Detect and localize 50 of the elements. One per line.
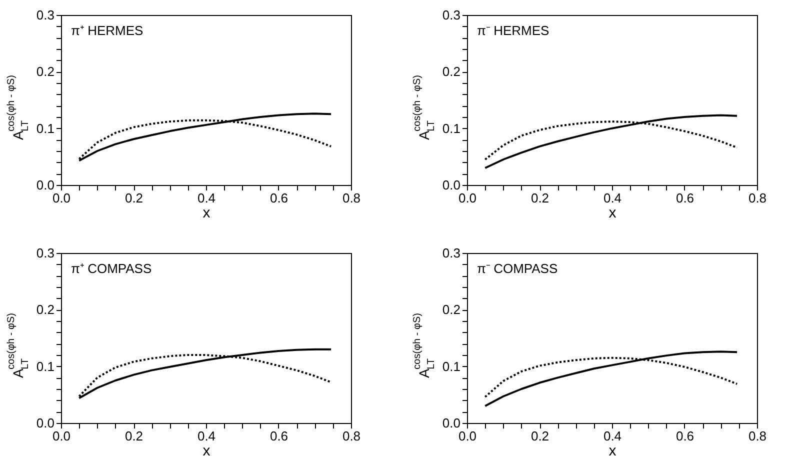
y-tick-label: 0.1 <box>442 358 460 374</box>
x-tick-label: 0.6 <box>676 428 694 444</box>
y-tick-label: 0.2 <box>442 302 460 318</box>
x-tick-label: 0.6 <box>270 428 288 444</box>
annotation: π⁺ COMPASS <box>71 261 152 276</box>
x-tick-label: 0.0 <box>52 428 71 444</box>
y-tick-label: 0.2 <box>36 64 54 80</box>
annotation: π⁻ HERMES <box>477 23 550 38</box>
x-tick-label: 0.2 <box>530 190 550 206</box>
x-tick-label: 0.4 <box>197 428 216 444</box>
line-series <box>484 114 738 169</box>
x-tick-label: 0.6 <box>270 190 288 206</box>
x-tick-label: 0.8 <box>342 428 361 444</box>
y-tick-label: 0.2 <box>442 64 460 80</box>
y-tick-label: 0.1 <box>36 358 54 374</box>
x-tick-label: 0.8 <box>342 190 361 206</box>
x-tick-label: 0.8 <box>748 428 767 444</box>
x-tick-label: 0.8 <box>748 190 767 206</box>
x-tick-label: 0.2 <box>530 428 550 444</box>
x-tick-label: 0.4 <box>603 190 622 206</box>
annotation: π⁺ HERMES <box>71 23 144 38</box>
y-tick-label: 0.0 <box>36 178 54 192</box>
y-tick-label: 0.1 <box>442 120 460 136</box>
y-tick-label: 0.3 <box>442 246 460 260</box>
line-series <box>484 350 738 407</box>
y-tick-label: 0.2 <box>36 302 54 318</box>
y-tick-label: 0.3 <box>36 246 54 260</box>
annotation: π⁻ COMPASS <box>477 261 558 276</box>
y-tick-label: 0.0 <box>442 416 460 430</box>
x-tick-label: 0.4 <box>197 190 216 206</box>
x-axis-title: x <box>608 442 617 460</box>
x-axis-title: x <box>202 442 211 460</box>
x-tick-label: 0.2 <box>124 190 144 206</box>
y-tick-label: 0.0 <box>36 416 54 430</box>
y-tick-label: 0.3 <box>442 8 460 22</box>
x-tick-label: 0.4 <box>603 428 622 444</box>
y-axis-title: ALTcos(φh - φS) <box>6 313 31 378</box>
x-tick-label: 0.0 <box>52 190 71 206</box>
x-tick-label: 0.0 <box>458 428 477 444</box>
x-tick-label: 0.2 <box>124 428 144 444</box>
y-axis-title: ALTcos(φh - φS) <box>412 313 437 378</box>
y-tick-label: 0.3 <box>36 8 54 22</box>
y-axis-title: ALTcos(φh - φS) <box>6 75 31 140</box>
x-axis-title: x <box>608 204 617 222</box>
y-axis-title: ALTcos(φh - φS) <box>412 75 437 140</box>
y-tick-label: 0.0 <box>442 178 460 192</box>
x-axis-title: x <box>202 204 211 222</box>
x-tick-label: 0.6 <box>676 190 694 206</box>
x-tick-label: 0.0 <box>458 190 477 206</box>
y-tick-label: 0.1 <box>36 120 54 136</box>
